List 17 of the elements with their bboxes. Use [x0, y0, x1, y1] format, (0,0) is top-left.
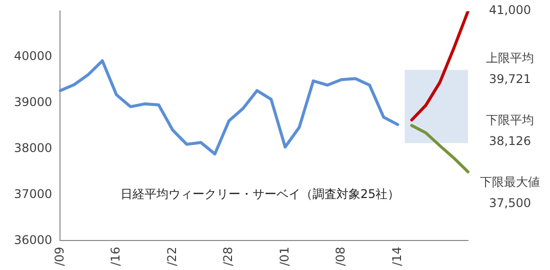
x-tick-label: /09	[52, 246, 66, 266]
text: 上限平均 39,721	[485, 50, 535, 88]
x-tick-label: /22	[164, 246, 179, 266]
x-tick-label: /28	[221, 246, 236, 266]
annotation: 日経平均ウィークリー・サーベイ（調査対象25社）	[120, 186, 400, 201]
text: 41,000	[488, 2, 532, 19]
x-tick-label: /16	[108, 246, 123, 266]
x-tick-label: /01	[277, 246, 292, 266]
y-tick-label: 40000	[14, 49, 52, 64]
x-tick-label: /08	[334, 246, 348, 266]
y-tick-label: 37000	[14, 186, 52, 201]
y-tick-label: 38000	[14, 141, 52, 156]
text: 下限最大値 37,500	[479, 174, 541, 212]
text: 下限平均 38,126	[485, 112, 535, 150]
x-tick-label: /14	[390, 246, 404, 266]
y-tick-label: 39000	[14, 95, 52, 110]
y-tick-label: 36000	[14, 232, 52, 247]
